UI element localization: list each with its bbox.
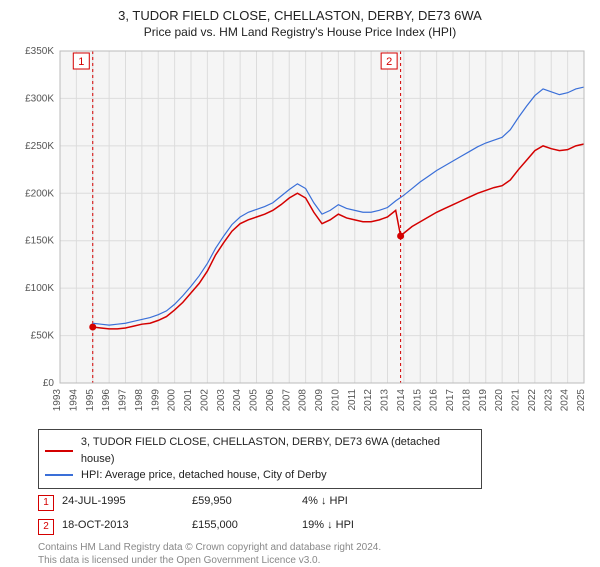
svg-text:2009: 2009 bbox=[314, 389, 325, 412]
sale-delta: 19% ↓ HPI bbox=[302, 519, 442, 535]
sale-delta: 4% ↓ HPI bbox=[302, 495, 442, 511]
svg-text:1: 1 bbox=[78, 56, 84, 68]
chart-title-sub: Price paid vs. HM Land Registry's House … bbox=[10, 25, 590, 39]
legend-label: HPI: Average price, detached house, City… bbox=[81, 467, 327, 484]
svg-text:1999: 1999 bbox=[150, 389, 161, 412]
sale-marker: 2 bbox=[38, 519, 54, 535]
line-chart: £0 £50K £100K £150K £200K £250K £300K £350K 1993… bbox=[10, 43, 590, 423]
svg-text:2017: 2017 bbox=[445, 389, 456, 412]
svg-text:£50K: £50K bbox=[31, 331, 55, 342]
svg-text:2025: 2025 bbox=[576, 389, 587, 412]
svg-text:2011: 2011 bbox=[347, 389, 358, 411]
svg-text:2000: 2000 bbox=[167, 389, 178, 412]
svg-text:2012: 2012 bbox=[363, 389, 374, 412]
svg-text:2: 2 bbox=[386, 56, 392, 68]
svg-text:2020: 2020 bbox=[494, 389, 505, 412]
svg-text:£250K: £250K bbox=[25, 141, 54, 152]
svg-text:2024: 2024 bbox=[560, 389, 571, 412]
svg-text:2018: 2018 bbox=[461, 389, 472, 412]
legend-color-line bbox=[45, 474, 73, 476]
svg-text:2021: 2021 bbox=[511, 389, 522, 412]
sale-date: 18-OCT-2013 bbox=[62, 519, 192, 535]
svg-text:2004: 2004 bbox=[232, 389, 243, 412]
svg-text:1995: 1995 bbox=[85, 389, 96, 412]
svg-text:2016: 2016 bbox=[429, 389, 440, 412]
svg-text:1994: 1994 bbox=[68, 389, 79, 412]
sales-table: 1 24-JUL-1995£59,9504% ↓ HPI 2 18-OCT-2013£… bbox=[38, 495, 584, 535]
svg-text:2022: 2022 bbox=[527, 389, 538, 412]
footer-attribution: Contains HM Land Registry data © Crown c… bbox=[38, 541, 584, 567]
svg-text:2015: 2015 bbox=[412, 389, 423, 412]
svg-text:2010: 2010 bbox=[330, 389, 341, 412]
svg-text:1993: 1993 bbox=[52, 389, 63, 412]
svg-text:£350K: £350K bbox=[25, 46, 54, 57]
sale-date: 24-JUL-1995 bbox=[62, 495, 192, 511]
svg-text:£200K: £200K bbox=[25, 188, 54, 199]
svg-text:£300K: £300K bbox=[25, 93, 54, 104]
chart-title-block: 3, TUDOR FIELD CLOSE, CHELLASTON, DERBY,… bbox=[10, 8, 590, 39]
chart-area: £0 £50K £100K £150K £200K £250K £300K £350K 1993… bbox=[10, 43, 590, 423]
svg-text:£100K: £100K bbox=[25, 283, 54, 294]
svg-text:2013: 2013 bbox=[380, 389, 391, 412]
svg-text:2005: 2005 bbox=[249, 389, 260, 412]
svg-text:2023: 2023 bbox=[543, 389, 554, 412]
svg-text:£0: £0 bbox=[43, 378, 55, 389]
sale-price: £59,950 bbox=[192, 495, 302, 511]
svg-text:£150K: £150K bbox=[25, 236, 54, 247]
legend-row: 3, TUDOR FIELD CLOSE, CHELLASTON, DERBY,… bbox=[45, 434, 475, 467]
legend-box: 3, TUDOR FIELD CLOSE, CHELLASTON, DERBY,… bbox=[38, 429, 482, 489]
svg-text:1998: 1998 bbox=[134, 389, 145, 412]
svg-text:2008: 2008 bbox=[298, 389, 309, 412]
footer-line-2: This data is licensed under the Open Gov… bbox=[38, 554, 584, 567]
svg-text:2002: 2002 bbox=[199, 389, 210, 412]
legend-row: HPI: Average price, detached house, City… bbox=[45, 467, 475, 484]
svg-text:2019: 2019 bbox=[478, 389, 489, 412]
svg-text:1996: 1996 bbox=[101, 389, 112, 412]
legend-color-line bbox=[45, 450, 73, 452]
svg-text:2006: 2006 bbox=[265, 389, 276, 412]
svg-text:1997: 1997 bbox=[118, 389, 129, 412]
svg-text:2001: 2001 bbox=[183, 389, 194, 412]
sale-price: £155,000 bbox=[192, 519, 302, 535]
svg-text:2007: 2007 bbox=[281, 389, 292, 412]
footer-line-1: Contains HM Land Registry data © Crown c… bbox=[38, 541, 584, 554]
sale-marker: 1 bbox=[38, 495, 54, 511]
chart-title-main: 3, TUDOR FIELD CLOSE, CHELLASTON, DERBY,… bbox=[10, 8, 590, 23]
svg-text:2014: 2014 bbox=[396, 389, 407, 412]
legend-label: 3, TUDOR FIELD CLOSE, CHELLASTON, DERBY,… bbox=[81, 434, 475, 467]
svg-text:2003: 2003 bbox=[216, 389, 227, 412]
